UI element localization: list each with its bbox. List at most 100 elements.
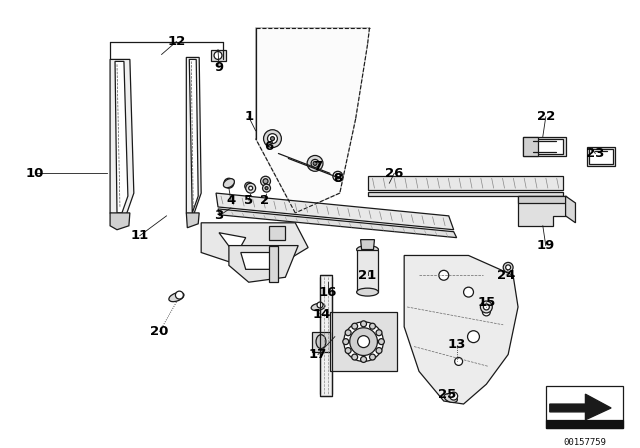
Ellipse shape [444,394,458,402]
Circle shape [378,339,385,345]
Text: 4: 4 [227,194,236,207]
Circle shape [369,323,376,329]
Polygon shape [526,138,563,155]
Polygon shape [589,149,613,164]
Polygon shape [229,246,298,282]
Text: 9: 9 [214,61,223,74]
Circle shape [360,321,367,327]
Ellipse shape [356,288,378,296]
Polygon shape [216,193,454,230]
Polygon shape [255,28,369,213]
Circle shape [483,304,490,310]
Polygon shape [356,250,378,292]
Text: 10: 10 [26,167,44,180]
Circle shape [244,182,253,190]
Circle shape [345,330,351,336]
Circle shape [483,308,490,316]
Text: 25: 25 [438,388,456,401]
Polygon shape [211,50,226,61]
Polygon shape [115,61,128,213]
Circle shape [247,184,251,188]
Text: 20: 20 [150,325,169,338]
Polygon shape [201,223,308,267]
Text: 5: 5 [244,194,253,207]
Polygon shape [523,137,566,156]
Polygon shape [588,146,615,166]
Circle shape [264,130,282,147]
Text: 26: 26 [385,167,403,180]
Circle shape [333,171,343,181]
Circle shape [271,137,275,141]
Circle shape [343,339,349,345]
Circle shape [358,336,369,348]
Circle shape [268,134,277,143]
Circle shape [344,322,383,362]
Polygon shape [218,209,457,237]
Ellipse shape [223,179,234,188]
Circle shape [335,174,340,179]
Circle shape [317,302,323,308]
Polygon shape [550,394,611,420]
Circle shape [249,186,253,190]
Polygon shape [518,196,566,226]
Polygon shape [186,57,201,218]
Text: 00157759: 00157759 [563,438,606,447]
Polygon shape [404,255,518,404]
Text: 22: 22 [537,110,555,123]
Polygon shape [312,332,330,352]
Text: 24: 24 [497,269,515,282]
Circle shape [313,161,317,165]
Text: 2: 2 [260,194,269,207]
Ellipse shape [169,293,184,302]
Polygon shape [546,420,623,428]
Text: 13: 13 [447,338,466,351]
Text: 21: 21 [358,269,377,282]
Polygon shape [219,233,246,255]
Ellipse shape [356,246,378,254]
Text: 15: 15 [477,296,495,309]
Polygon shape [320,275,332,396]
Circle shape [439,270,449,280]
Circle shape [450,392,458,400]
Text: 19: 19 [537,239,555,252]
Circle shape [349,328,378,356]
Circle shape [506,265,511,270]
Circle shape [260,176,271,186]
Polygon shape [110,213,130,230]
Circle shape [352,323,358,329]
Circle shape [246,183,255,193]
Circle shape [214,52,222,60]
Text: 6: 6 [264,140,273,153]
Polygon shape [566,196,575,223]
Circle shape [345,348,351,353]
Circle shape [463,287,474,297]
Circle shape [503,263,513,272]
Ellipse shape [316,335,326,349]
Circle shape [263,179,268,184]
Circle shape [224,178,234,188]
Polygon shape [330,312,397,371]
Polygon shape [360,240,374,250]
Circle shape [360,357,367,362]
Text: 12: 12 [167,35,186,48]
Ellipse shape [311,303,325,310]
Polygon shape [518,196,566,203]
Text: 8: 8 [333,172,342,185]
Circle shape [369,354,376,360]
Circle shape [454,358,463,366]
Circle shape [376,330,382,336]
Circle shape [307,155,323,171]
Circle shape [265,187,268,190]
Polygon shape [241,253,278,269]
Text: 17: 17 [309,348,327,361]
Text: 14: 14 [313,308,331,321]
Polygon shape [269,246,278,282]
Circle shape [376,348,382,353]
Polygon shape [110,60,134,218]
Text: 23: 23 [586,147,604,160]
Polygon shape [523,137,538,156]
Polygon shape [186,213,199,228]
Circle shape [468,331,479,343]
Polygon shape [269,226,285,240]
Circle shape [262,184,271,192]
